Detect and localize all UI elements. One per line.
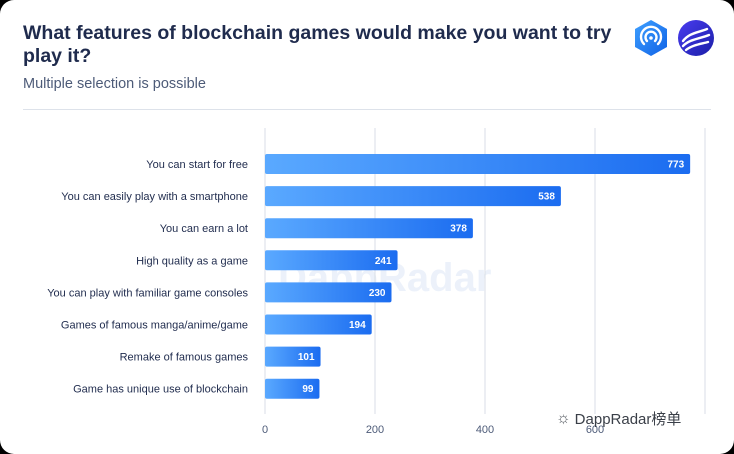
- bar-value-label: 773: [667, 160, 684, 171]
- wave-logo-icon: [678, 20, 714, 56]
- category-label: Game has unique use of blockchain: [73, 384, 248, 396]
- source-badge: ☼ DappRadar榜单: [556, 408, 681, 429]
- bar-value-label: 538: [538, 192, 555, 203]
- category-label: You can play with familiar game consoles: [47, 287, 248, 299]
- x-tick-label: 400: [476, 424, 494, 436]
- bar-value-label: 101: [298, 352, 315, 363]
- category-label: Games of famous manga/anime/game: [61, 320, 248, 332]
- bar-value-label: 194: [349, 320, 366, 331]
- header-divider: [23, 109, 711, 110]
- bar-value-label: 241: [375, 256, 392, 267]
- bar-value-label: 230: [369, 288, 386, 299]
- source-badge-text: DappRadar榜单: [574, 411, 682, 428]
- bar: [265, 218, 473, 239]
- bar: [265, 314, 372, 335]
- label-layer: 0 200 400 600 773 You can start for free 538 Yo…: [47, 159, 684, 436]
- wechat-icon: ☼: [556, 409, 571, 427]
- x-tick-label: 0: [262, 424, 268, 436]
- chart-subtitle: Multiple selection is possible: [23, 76, 206, 92]
- bar-value-label: 99: [302, 384, 314, 395]
- category-label: You can start for free: [146, 159, 248, 171]
- bar: [265, 282, 392, 303]
- x-tick-label: 200: [366, 424, 384, 436]
- bar: [265, 378, 320, 399]
- bar-layer: [265, 154, 691, 399]
- bar-value-label: 378: [450, 224, 467, 235]
- bar: [265, 154, 691, 174]
- category-label: High quality as a game: [136, 255, 248, 267]
- dappradar-logo-icon: [635, 20, 667, 56]
- category-label: You can easily play with a smartphone: [61, 191, 248, 203]
- bar: [265, 346, 321, 367]
- bar: [265, 186, 561, 207]
- x-tick-label: 600: [586, 424, 604, 436]
- grid-layer: [264, 128, 706, 414]
- bar: [265, 250, 398, 271]
- category-label: You can earn a lot: [160, 223, 248, 235]
- chart-title: What features of blockchain games would …: [23, 22, 612, 67]
- category-label: Remake of famous games: [120, 352, 249, 364]
